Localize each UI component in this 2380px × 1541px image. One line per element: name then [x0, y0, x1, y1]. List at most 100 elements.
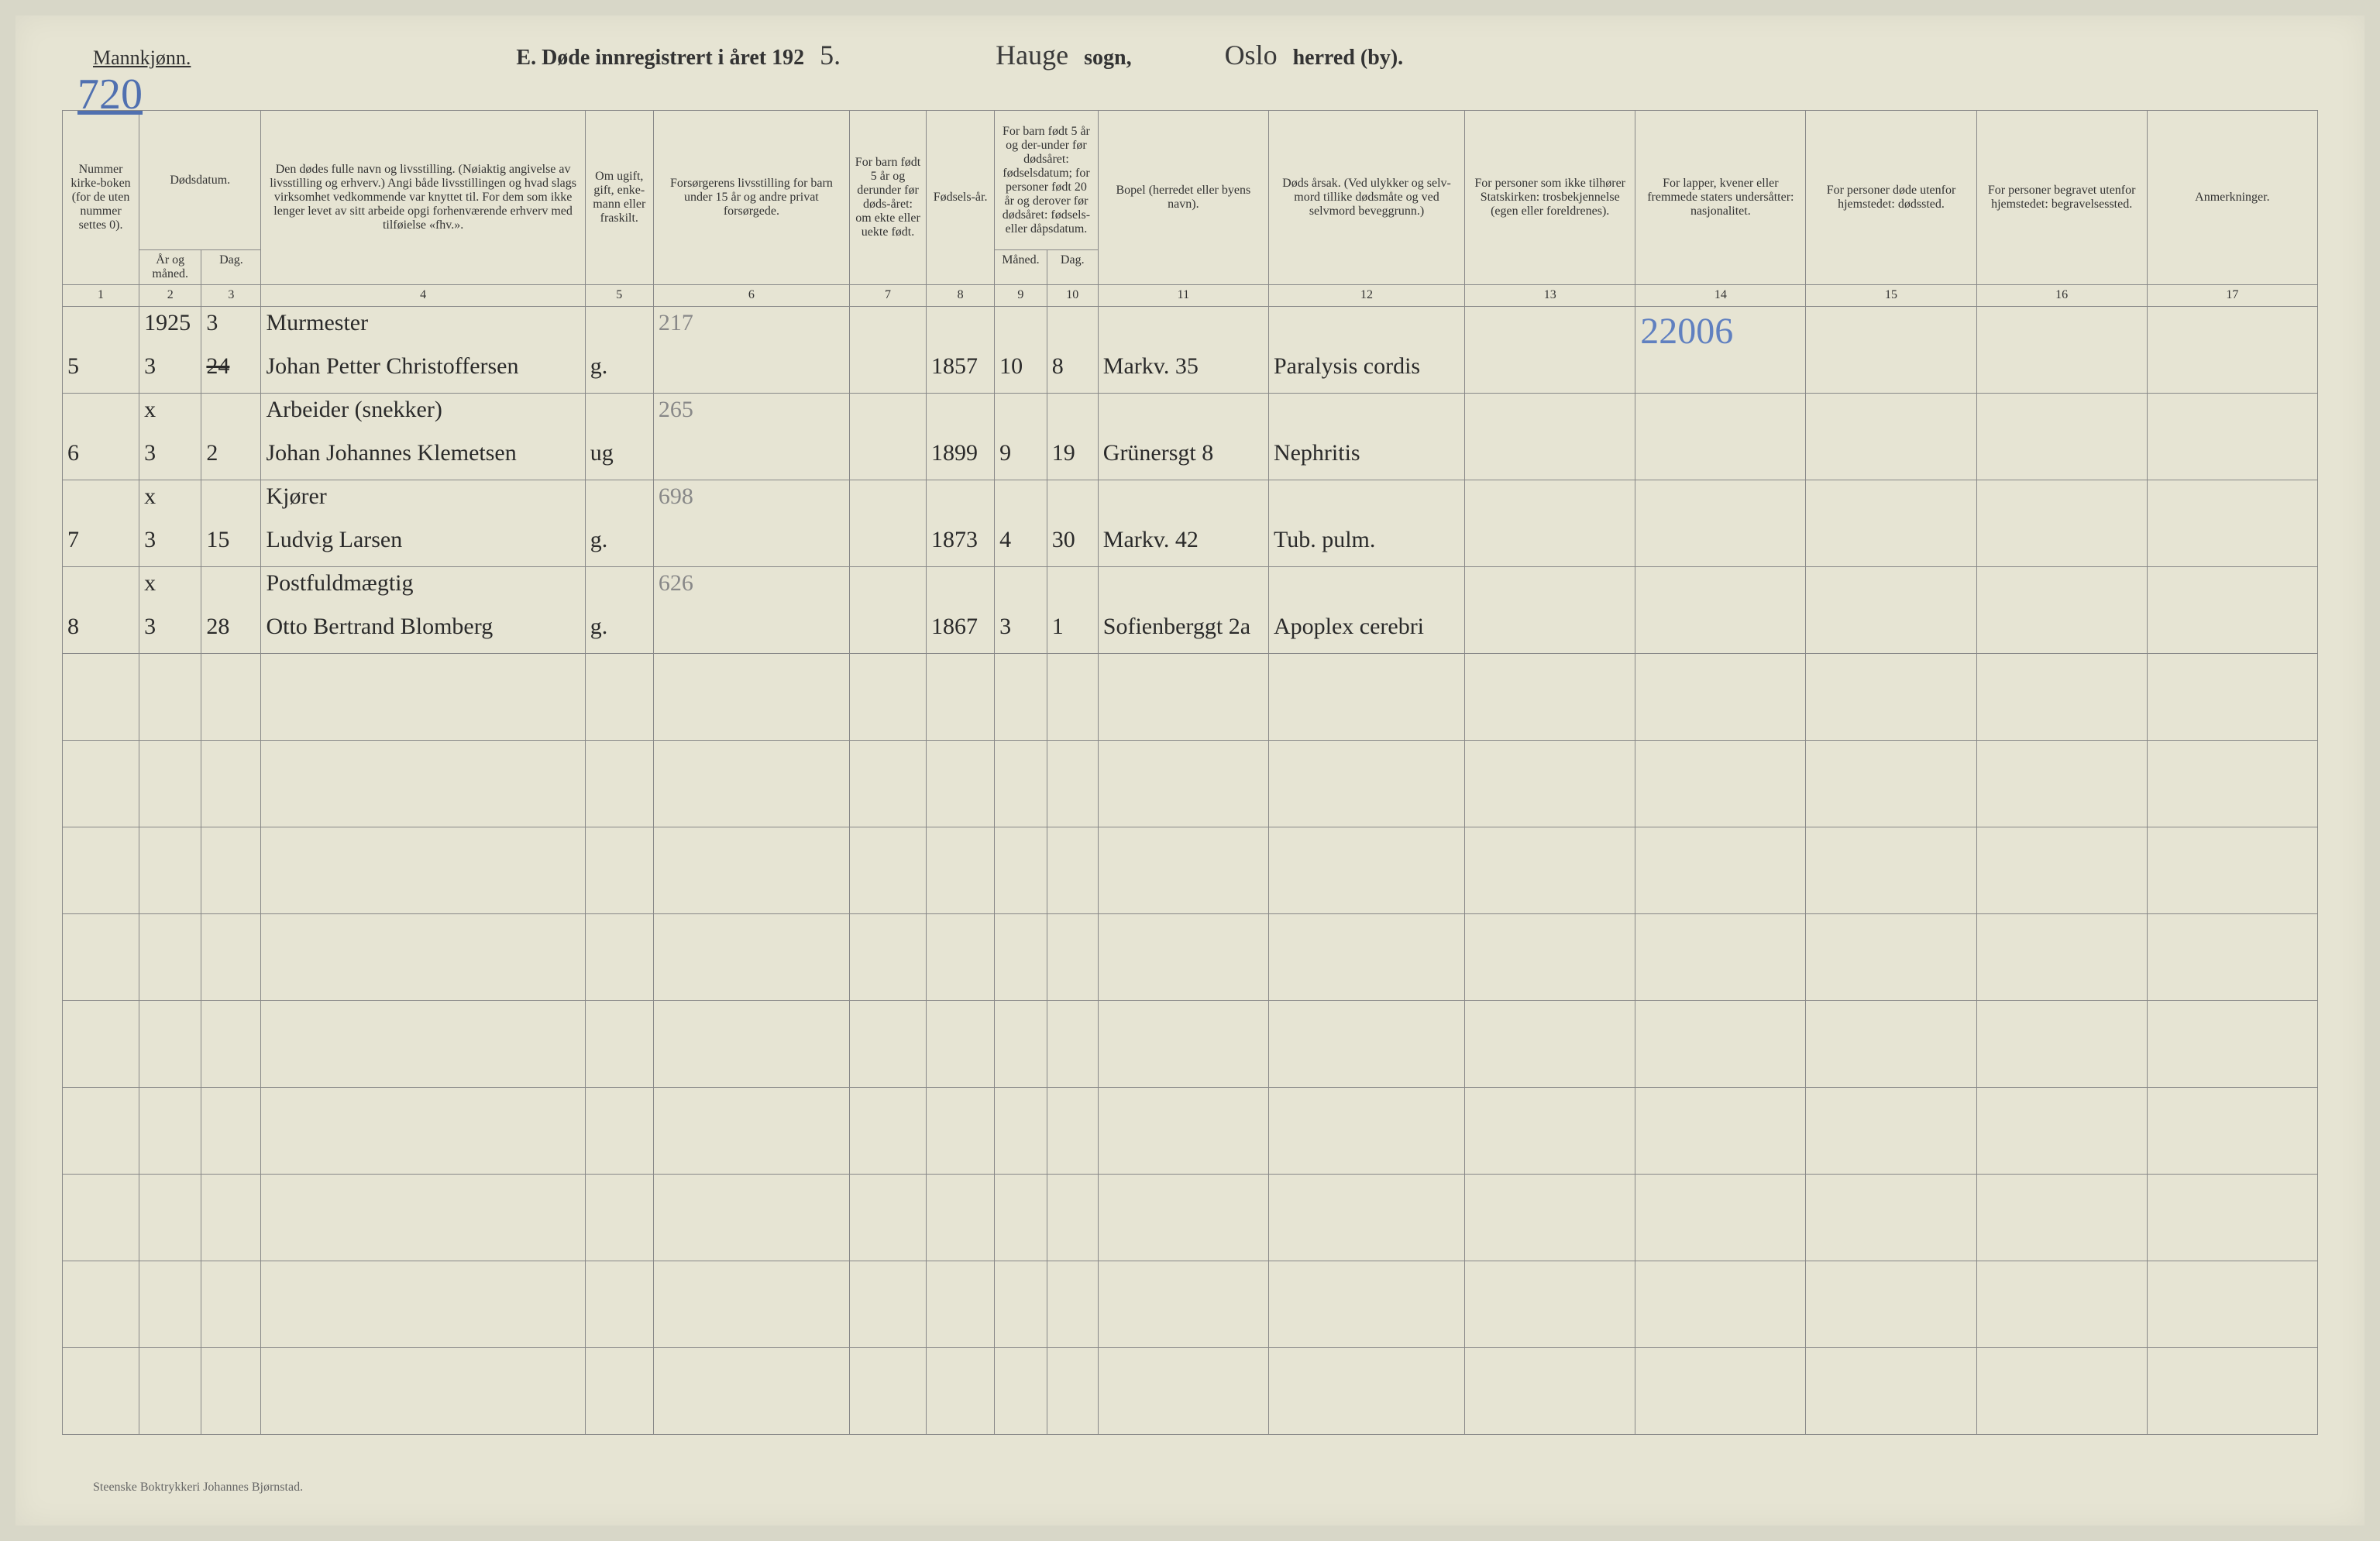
- table-row: x Postfuldmægtig 626: [63, 567, 2318, 611]
- cell: [585, 394, 653, 437]
- cell-cause: Nephritis: [1268, 437, 1464, 480]
- cell: [927, 307, 995, 350]
- cell-name: Johan Johannes Klemetsen: [261, 437, 585, 480]
- col-num-14: 14: [1635, 285, 1806, 307]
- cell-birth-year: 1867: [927, 611, 995, 654]
- sub-header-2a: År og måned.: [139, 250, 201, 285]
- col-header-11: Bopel (herredet eller byens navn).: [1098, 111, 1268, 285]
- table-row: 5 3 24 Johan Petter Christoffersen g. 18…: [63, 350, 2318, 394]
- cell: [2147, 307, 2317, 350]
- col-header-5: Om ugift, gift, enke-mann eller fraskilt…: [585, 111, 653, 285]
- col-num-8: 8: [927, 285, 995, 307]
- cell: [653, 524, 849, 567]
- cell-name: Johan Petter Christoffersen: [261, 350, 585, 394]
- col-header-16: For personer begravet utenfor hjemstedet…: [1976, 111, 2147, 285]
- cell: [1976, 480, 2147, 524]
- cell: [1635, 437, 1806, 480]
- col-header-2-group: Dødsdatum.: [139, 111, 261, 250]
- cell: [1098, 394, 1268, 437]
- cell: [1976, 524, 2147, 567]
- register-page: Mannkjønn. E. Døde innregistrert i året …: [15, 15, 2365, 1526]
- header-row: Mannkjønn. E. Døde innregistrert i året …: [62, 39, 2318, 71]
- table-row: 1925 3 Murmester 217 22006: [63, 307, 2318, 350]
- cell: [1806, 307, 1976, 350]
- cell: [1465, 307, 1635, 350]
- cell-birth-day: 1: [1047, 611, 1098, 654]
- cell: [63, 394, 139, 437]
- cell: [1268, 307, 1464, 350]
- cell-year: 3: [139, 524, 201, 567]
- cell-day: 24: [201, 350, 261, 394]
- cell: [1806, 611, 1976, 654]
- year-suffix: 5.: [820, 39, 841, 71]
- cell: [1465, 611, 1635, 654]
- sub-header-9a: Måned.: [995, 250, 1047, 285]
- cell-provider: 698: [653, 480, 849, 524]
- cell: [2147, 437, 2317, 480]
- cell: [1635, 394, 1806, 437]
- col-num-16: 16: [1976, 285, 2147, 307]
- parish-name: Hauge: [996, 39, 1068, 71]
- cell-year: 3: [139, 437, 201, 480]
- cell-day: 15: [201, 524, 261, 567]
- register-table: Nummer kirke-boken (for de uten nummer s…: [62, 110, 2318, 1435]
- cell-occupation: Kjører: [261, 480, 585, 524]
- cell-name: Otto Bertrand Blomberg: [261, 611, 585, 654]
- cell: [1047, 567, 1098, 611]
- cell-day-top: 3: [201, 307, 261, 350]
- sub-header-9b: Dag.: [1047, 250, 1098, 285]
- cell: [2147, 611, 2317, 654]
- col-num-6: 6: [653, 285, 849, 307]
- cell: [849, 394, 926, 437]
- cell: [201, 480, 261, 524]
- cell-occupation: Murmester: [261, 307, 585, 350]
- cell: [201, 567, 261, 611]
- parish-label: sogn,: [1084, 46, 1131, 71]
- cell-residence: Markv. 42: [1098, 524, 1268, 567]
- empty-row: [63, 914, 2318, 1001]
- col-header-15: For personer døde utenfor hjemstedet: dø…: [1806, 111, 1976, 285]
- cell: [2147, 480, 2317, 524]
- cell: [1098, 567, 1268, 611]
- col-num-13: 13: [1465, 285, 1635, 307]
- cell: [653, 350, 849, 394]
- cell-day: 28: [201, 611, 261, 654]
- cell: [1465, 394, 1635, 437]
- cell: [2147, 567, 2317, 611]
- cell: [1806, 350, 1976, 394]
- col-num-1: 1: [63, 285, 139, 307]
- cell-status: g.: [585, 524, 653, 567]
- cell: [1635, 480, 1806, 524]
- cell-num: 8: [63, 611, 139, 654]
- empty-row: [63, 654, 2318, 741]
- cell: [1635, 611, 1806, 654]
- col-header-7: For barn født 5 år og derunder før døds-…: [849, 111, 926, 285]
- cell: [63, 567, 139, 611]
- cell: [927, 394, 995, 437]
- col-num-15: 15: [1806, 285, 1976, 307]
- cell: [2147, 524, 2317, 567]
- col-num-5: 5: [585, 285, 653, 307]
- cell: [849, 524, 926, 567]
- empty-row: [63, 1261, 2318, 1348]
- cell-num: 5: [63, 350, 139, 394]
- cell-year-top: x: [139, 394, 201, 437]
- cell-year-top: 1925: [139, 307, 201, 350]
- cell: [927, 567, 995, 611]
- cell-cause: Paralysis cordis: [1268, 350, 1464, 394]
- cell: [1976, 394, 2147, 437]
- cell-provider: 265: [653, 394, 849, 437]
- cell: [1635, 567, 1806, 611]
- cell-residence: Grünersgt 8: [1098, 437, 1268, 480]
- cell: [653, 611, 849, 654]
- cell-status: ug: [585, 437, 653, 480]
- cell: [849, 567, 926, 611]
- cell: [849, 480, 926, 524]
- table-row: x Arbeider (snekker) 265: [63, 394, 2318, 437]
- cell-name: Ludvig Larsen: [261, 524, 585, 567]
- column-numbers-row: 1 2 3 4 5 6 7 8 9 10 11 12 13 14 15 16 1…: [63, 285, 2318, 307]
- table-row: 6 3 2 Johan Johannes Klemetsen ug 1899 9…: [63, 437, 2318, 480]
- table-body: 1925 3 Murmester 217 22006 5 3: [63, 307, 2318, 1435]
- cell-birth-month: 10: [995, 350, 1047, 394]
- cell: [585, 480, 653, 524]
